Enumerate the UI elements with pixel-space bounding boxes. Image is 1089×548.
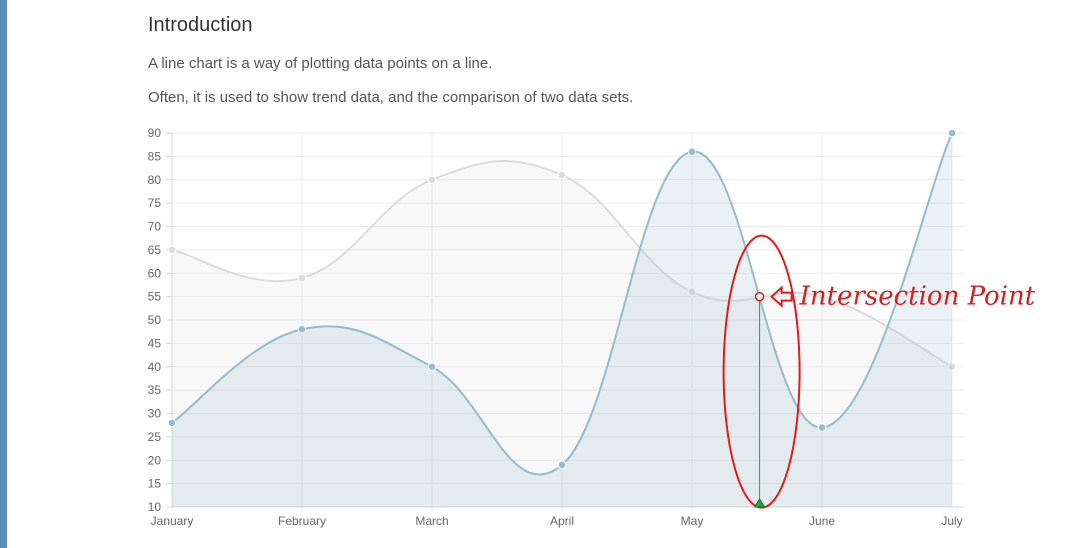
data-point [297, 273, 307, 283]
data-point [167, 418, 177, 428]
series-line [171, 132, 953, 476]
y-tick-label: 90 [148, 126, 162, 140]
x-tick-label: June [809, 514, 835, 528]
data-point [167, 245, 177, 255]
intersection-annotation: Intersection Point [722, 234, 1036, 509]
left-accent-bar [0, 0, 7, 548]
y-tick-label: 10 [148, 500, 162, 514]
y-tick-label: 75 [148, 196, 162, 210]
intro-paragraph-1: A line chart is a way of plotting data p… [148, 55, 493, 72]
highlight-ellipse [722, 234, 801, 509]
y-tick-label: 40 [148, 360, 162, 374]
y-tick-label: 70 [148, 220, 162, 234]
y-tick-label: 45 [148, 336, 162, 350]
page-title: Introduction [148, 14, 253, 36]
arrow-icon [770, 285, 793, 308]
data-point [687, 287, 697, 297]
data-point [427, 175, 437, 185]
y-tick-label: 25 [148, 430, 162, 444]
data-point [557, 170, 567, 180]
data-point [817, 292, 827, 301]
y-tick-label: 50 [148, 313, 162, 327]
y-tick-label: 30 [148, 407, 162, 421]
intro-paragraph-2: Often, it is used to show trend data, an… [148, 89, 634, 106]
y-tick-label: 60 [148, 266, 162, 280]
data-point [687, 147, 697, 156]
x-tick-label: January [151, 514, 194, 528]
series-2 [167, 128, 957, 507]
y-tick-label: 20 [148, 453, 162, 467]
data-point [427, 362, 437, 372]
series-area [172, 133, 952, 507]
series-1 [167, 160, 957, 507]
data-point [557, 460, 567, 470]
x-tick-label: July [941, 514, 962, 528]
x-tick-label: May [681, 514, 704, 528]
x-tick-label: February [278, 514, 326, 528]
annotation-label: Intersection Point [799, 282, 1036, 312]
y-tick-label: 15 [148, 477, 162, 491]
data-point [817, 423, 827, 432]
y-tick-label: 80 [148, 173, 162, 187]
data-point [297, 325, 307, 334]
y-tick-label: 55 [148, 290, 162, 304]
intersection-marker [754, 291, 765, 302]
y-tick-label: 65 [148, 243, 162, 257]
y-tick-label: 85 [148, 149, 162, 163]
y-axis: 10 15 20 25 30 35 40 45 50 55 60 65 70 75 80 85 90 [148, 126, 173, 514]
y-tick-label: 35 [148, 383, 162, 397]
x-axis: January February March April May June July [151, 506, 965, 528]
baseline-marker [753, 498, 766, 508]
data-point [947, 362, 957, 372]
x-tick-label: March [415, 514, 448, 528]
series-area [172, 161, 952, 507]
data-point [947, 128, 957, 138]
x-tick-label: April [550, 514, 574, 528]
